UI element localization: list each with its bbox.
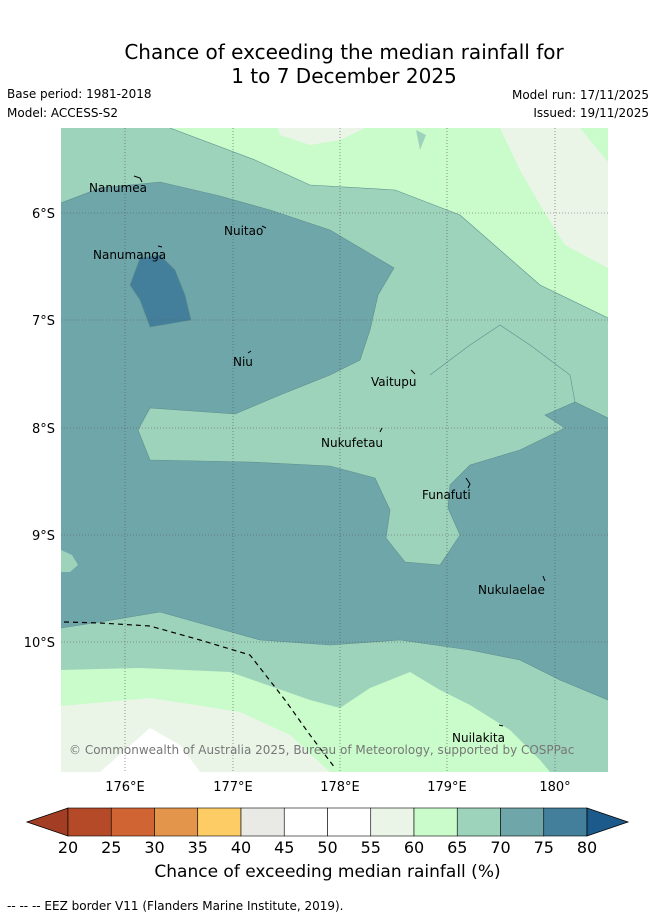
island-funafuti [465,477,471,489]
island-nukufetau [379,427,383,433]
colorbar-labels: 20 25 30 35 40 45 50 55 60 65 70 75 80 [58,838,597,857]
colorbar [25,807,630,837]
contour-lines [61,128,608,701]
colorbar-segment [283,807,328,837]
model-name: Model: ACCESS-S2 [7,106,119,120]
label-nuilakita: Nuilakita [452,731,505,745]
colorbar-tick-label: 60 [404,838,424,857]
colorbar-tick-label: 45 [274,838,294,857]
label-nanumanga: Nanumanga [93,248,166,262]
lat-tick-9s: 9°S [32,529,55,544]
legend-title: Chance of exceeding median rainfall (%) [154,862,501,882]
contour-55-60-top [278,128,365,145]
lon-tick-178e: 178°E [320,780,360,795]
colorbar-tick-label: 80 [577,838,597,857]
island-vaitupu [410,369,416,375]
contour-65-70-central [138,268,575,565]
colorbar-tick-label: 65 [447,838,467,857]
colorbar-tick-label: 30 [144,838,164,857]
island-nuilakita [498,724,504,727]
colorbar-segment [240,807,285,837]
colorbar-segment [456,807,501,837]
contour-75-80 [130,255,191,327]
label-nukulaelae: Nukulaelae [478,583,545,597]
islands [133,175,546,727]
contour-60-65-north [170,128,608,318]
colorbar-tick-label: 70 [490,838,510,857]
lon-tick-180: 180° [539,780,570,795]
longitude-ticks: 176°E 177°E 178°E 179°E 180° [105,780,570,795]
eez-border [63,621,336,769]
island-nukulaelae [542,575,546,582]
model-run: Model run: 17/11/2025 [511,88,649,102]
lon-tick-179e: 179°E [427,780,467,795]
eez-note: -- -- -- EEZ border V11 (Flanders Marine… [7,899,344,913]
colorbar-tick-label: 75 [534,838,554,857]
label-nanumea: Nanumea [89,181,147,195]
colorbar-tick-label: 20 [58,838,78,857]
place-labels: Nanumea Nuitao Nanumanga Niu Vaitupu Nuk… [89,181,545,745]
colorbar-segment [500,807,545,837]
graticule [61,128,608,772]
lon-tick-176e: 176°E [105,780,145,795]
lat-tick-10s: 10°S [24,636,55,651]
latitude-ticks: 6°S 7°S 8°S 9°S 10°S [24,207,55,651]
label-vaitupu: Vaitupu [371,375,417,389]
contour-65-70-west [61,550,78,572]
island-nanumanga [157,245,163,248]
colorbar-segment [370,807,415,837]
base-period: Base period: 1981-2018 [7,87,152,101]
label-funafuti: Funafuti [422,488,471,502]
colorbar-tick-label: 25 [101,838,121,857]
label-nuitao: Nuitao [224,224,263,238]
map-title: Chance of exceeding the median rainfall … [0,40,655,88]
colorbar-tick-label: 50 [317,838,337,857]
colorbar-segment [154,807,199,837]
colorbar-tick-label: 35 [188,838,208,857]
colorbar-tick-label: 55 [361,838,381,857]
colorbar-under-arrow [25,807,69,837]
title-line-2: 1 to 7 December 2025 [231,64,457,88]
colorbar-segment [327,807,372,837]
lat-tick-7s: 7°S [32,314,55,329]
colorbar-over-arrow [586,807,630,837]
island-nanumea [133,175,143,183]
colorbar-segment [197,807,242,837]
contour-65-70-patch [416,130,426,150]
label-nukufetau: Nukufetau [321,436,383,450]
contour-70-75-main [61,182,608,700]
island-nuitao [261,225,267,229]
colorbar-tick-label: 40 [231,838,251,857]
contour-fields [61,128,608,772]
copyright-notice: © Commonwealth of Australia 2025, Bureau… [69,743,574,757]
island-niu [247,350,252,354]
label-niu: Niu [233,355,253,369]
colorbar-segment [543,807,588,837]
lat-tick-6s: 6°S [32,207,55,222]
colorbar-segment [67,807,112,837]
issued-date: Issued: 19/11/2025 [533,106,649,120]
lat-tick-8s: 8°S [32,422,55,437]
colorbar-segment [413,807,458,837]
contour-55-60-northeast [500,128,608,268]
title-line-1: Chance of exceeding the median rainfall … [124,40,564,64]
lon-tick-177e: 177°E [213,780,253,795]
colorbar-segment [110,807,155,837]
